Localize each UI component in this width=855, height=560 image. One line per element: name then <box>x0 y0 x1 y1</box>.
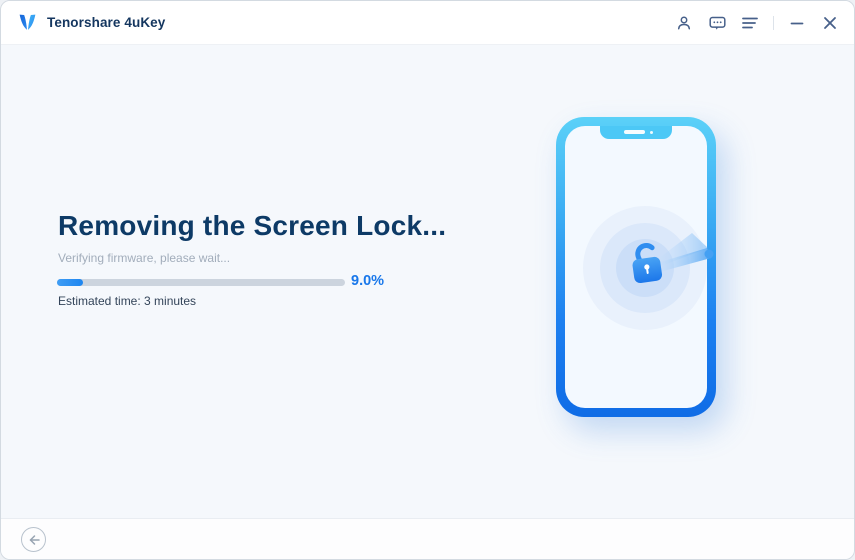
phone-frame <box>556 117 716 417</box>
unlock-beam-icon <box>583 206 714 330</box>
close-button[interactable] <box>818 11 842 35</box>
back-button[interactable] <box>21 527 46 552</box>
account-icon[interactable] <box>672 11 696 35</box>
progress-bar <box>57 279 345 286</box>
phone-camera-dot <box>650 130 653 134</box>
progress-fill <box>57 279 83 286</box>
titlebar-divider <box>773 16 774 30</box>
status-text: Verifying firmware, please wait... <box>58 251 231 265</box>
titlebar-actions <box>672 1 842 45</box>
main-content: Removing the Screen Lock... Verifying fi… <box>1 45 854 559</box>
page-title: Removing the Screen Lock... <box>58 210 447 241</box>
estimated-time: Estimated time: 3 minutes <box>58 294 197 308</box>
footer <box>1 518 854 559</box>
minimize-button[interactable] <box>785 11 809 35</box>
left-arrow-icon <box>29 534 40 545</box>
menu-icon[interactable] <box>738 11 762 35</box>
tenorshare-logo-icon <box>19 14 36 30</box>
phone-illustration <box>556 117 716 559</box>
app-title: Tenorshare 4uKey <box>47 15 166 30</box>
phone-speaker <box>624 130 645 134</box>
feedback-icon[interactable] <box>705 11 729 35</box>
phone-screen <box>565 126 714 408</box>
phone-notch <box>600 126 672 139</box>
titlebar: Tenorshare 4uKey <box>1 1 854 45</box>
progress-percent: 9.0% <box>351 273 385 289</box>
